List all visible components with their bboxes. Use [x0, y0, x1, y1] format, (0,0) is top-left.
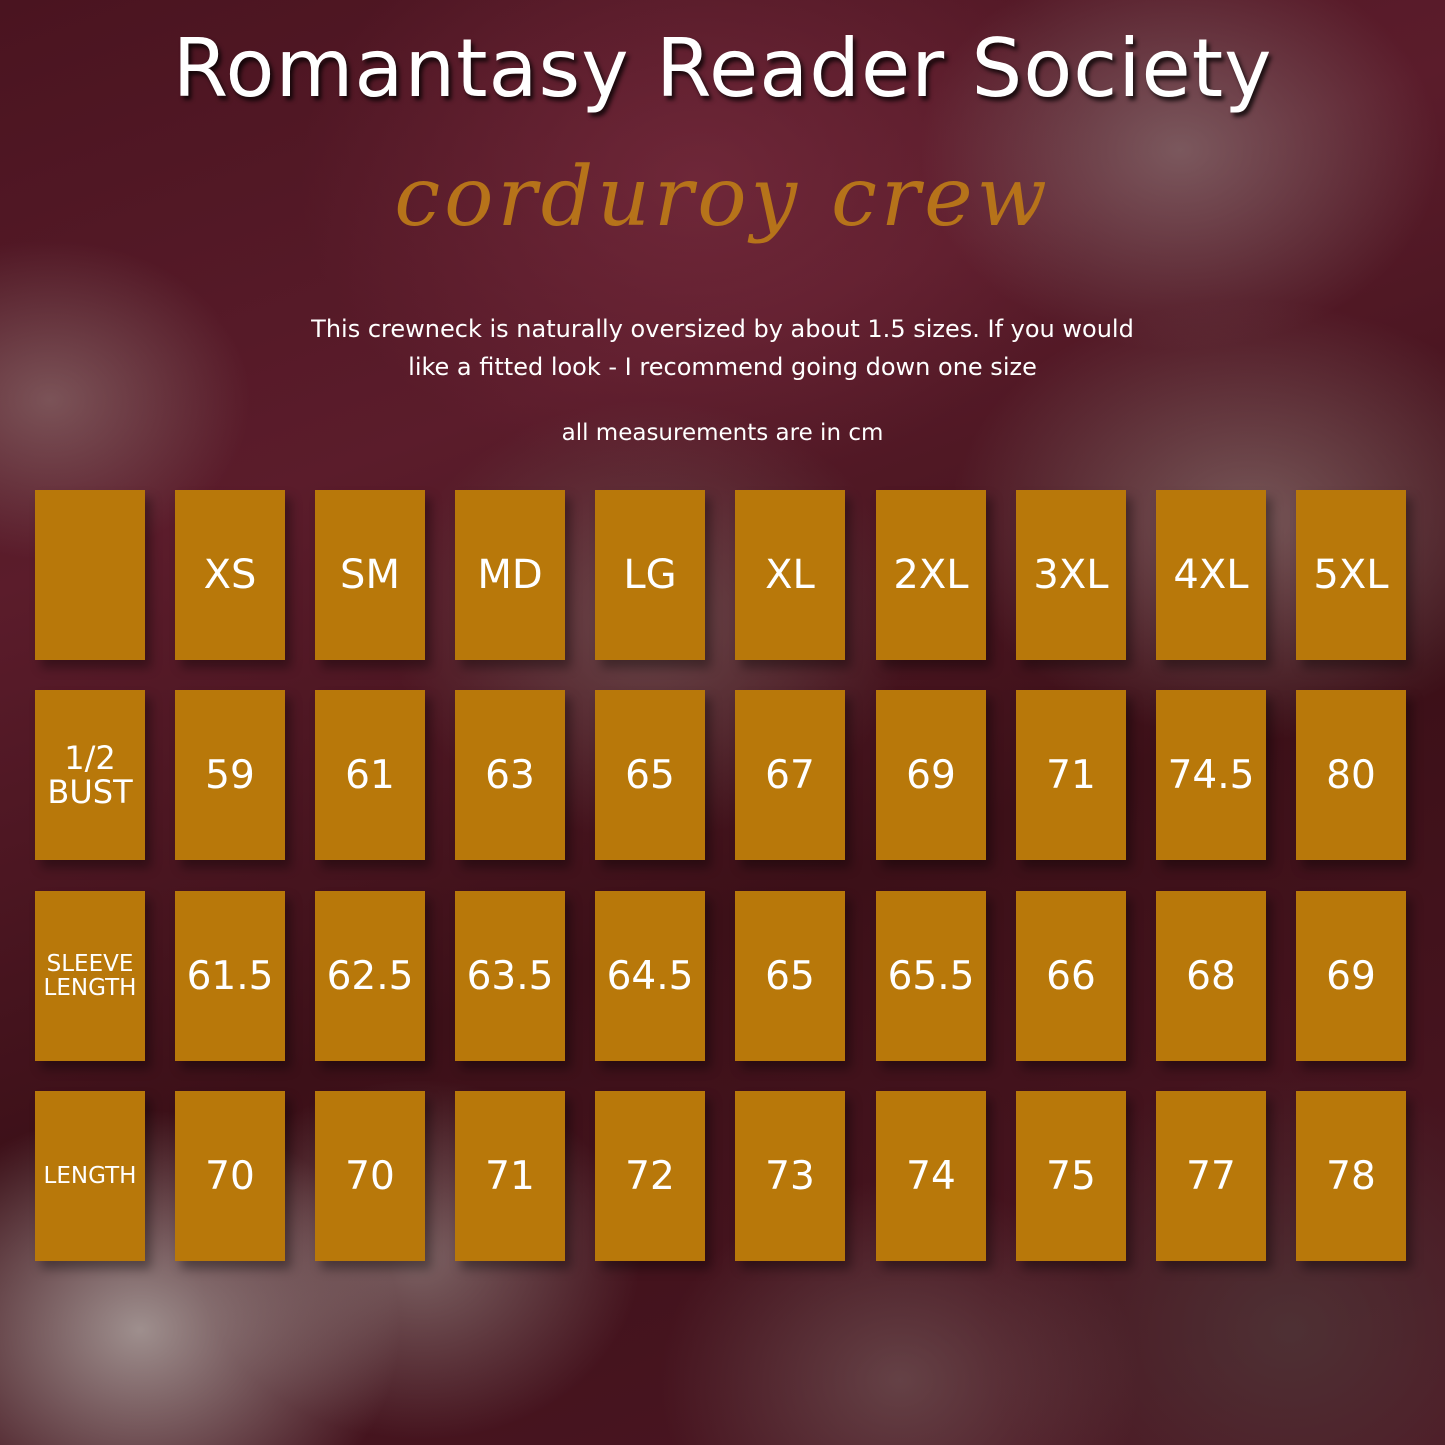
row-label-line: LENGTH — [43, 975, 137, 1001]
size-header-4xl: 4XL — [1156, 490, 1266, 660]
size-header-5xl: 5XL — [1296, 490, 1406, 660]
row-label-half-bust: 1/2 BUST — [35, 690, 145, 860]
length-3xl: 75 — [1016, 1091, 1126, 1261]
sleeve-5xl: 69 — [1296, 891, 1406, 1061]
size-header-md: MD — [455, 490, 565, 660]
script-subtitle: corduroy crew — [394, 150, 1051, 245]
units-note: all measurements are in cm — [561, 420, 884, 446]
length-lg: 72 — [595, 1091, 705, 1261]
row-label-sleeve-length: SLEEVE LENGTH — [35, 891, 145, 1061]
half-bust-lg: 65 — [595, 690, 705, 860]
sleeve-sm: 62.5 — [315, 891, 425, 1061]
sleeve-md: 63.5 — [455, 891, 565, 1061]
sleeve-2xl: 65.5 — [876, 891, 986, 1061]
length-2xl: 74 — [876, 1091, 986, 1261]
sleeve-xs: 61.5 — [175, 891, 285, 1061]
sleeve-lg: 64.5 — [595, 891, 705, 1061]
size-header-xl: XL — [735, 490, 845, 660]
row-label-length: LENGTH — [35, 1091, 145, 1261]
sleeve-xl: 65 — [735, 891, 845, 1061]
row-label-line: SLEEVE — [46, 951, 134, 977]
length-xl: 73 — [735, 1091, 845, 1261]
length-md: 71 — [455, 1091, 565, 1261]
half-bust-2xl: 69 — [876, 690, 986, 860]
sizing-note: This crewneck is naturally oversized by … — [311, 315, 1134, 381]
half-bust-4xl: 74.5 — [1156, 690, 1266, 860]
length-5xl: 78 — [1296, 1091, 1406, 1261]
half-bust-md: 63 — [455, 690, 565, 860]
half-bust-3xl: 71 — [1016, 690, 1126, 860]
half-bust-5xl: 80 — [1296, 690, 1406, 860]
length-sm: 70 — [315, 1091, 425, 1261]
length-4xl: 77 — [1156, 1091, 1266, 1261]
row-label-line: 1/2 — [64, 739, 116, 777]
size-header-2xl: 2XL — [876, 490, 986, 660]
length-xs: 70 — [175, 1091, 285, 1261]
sleeve-4xl: 68 — [1156, 891, 1266, 1061]
size-header-sm: SM — [315, 490, 425, 660]
sleeve-3xl: 66 — [1016, 891, 1126, 1061]
size-header-3xl: 3XL — [1016, 490, 1126, 660]
size-header-lg: LG — [595, 490, 705, 660]
half-bust-sm: 61 — [315, 690, 425, 860]
row-label-line: BUST — [47, 773, 133, 811]
size-header-xs: XS — [175, 490, 285, 660]
corner-cell — [35, 490, 145, 660]
half-bust-xl: 67 — [735, 690, 845, 860]
page-title: Romantasy Reader Society — [172, 22, 1273, 115]
half-bust-xs: 59 — [175, 690, 285, 860]
